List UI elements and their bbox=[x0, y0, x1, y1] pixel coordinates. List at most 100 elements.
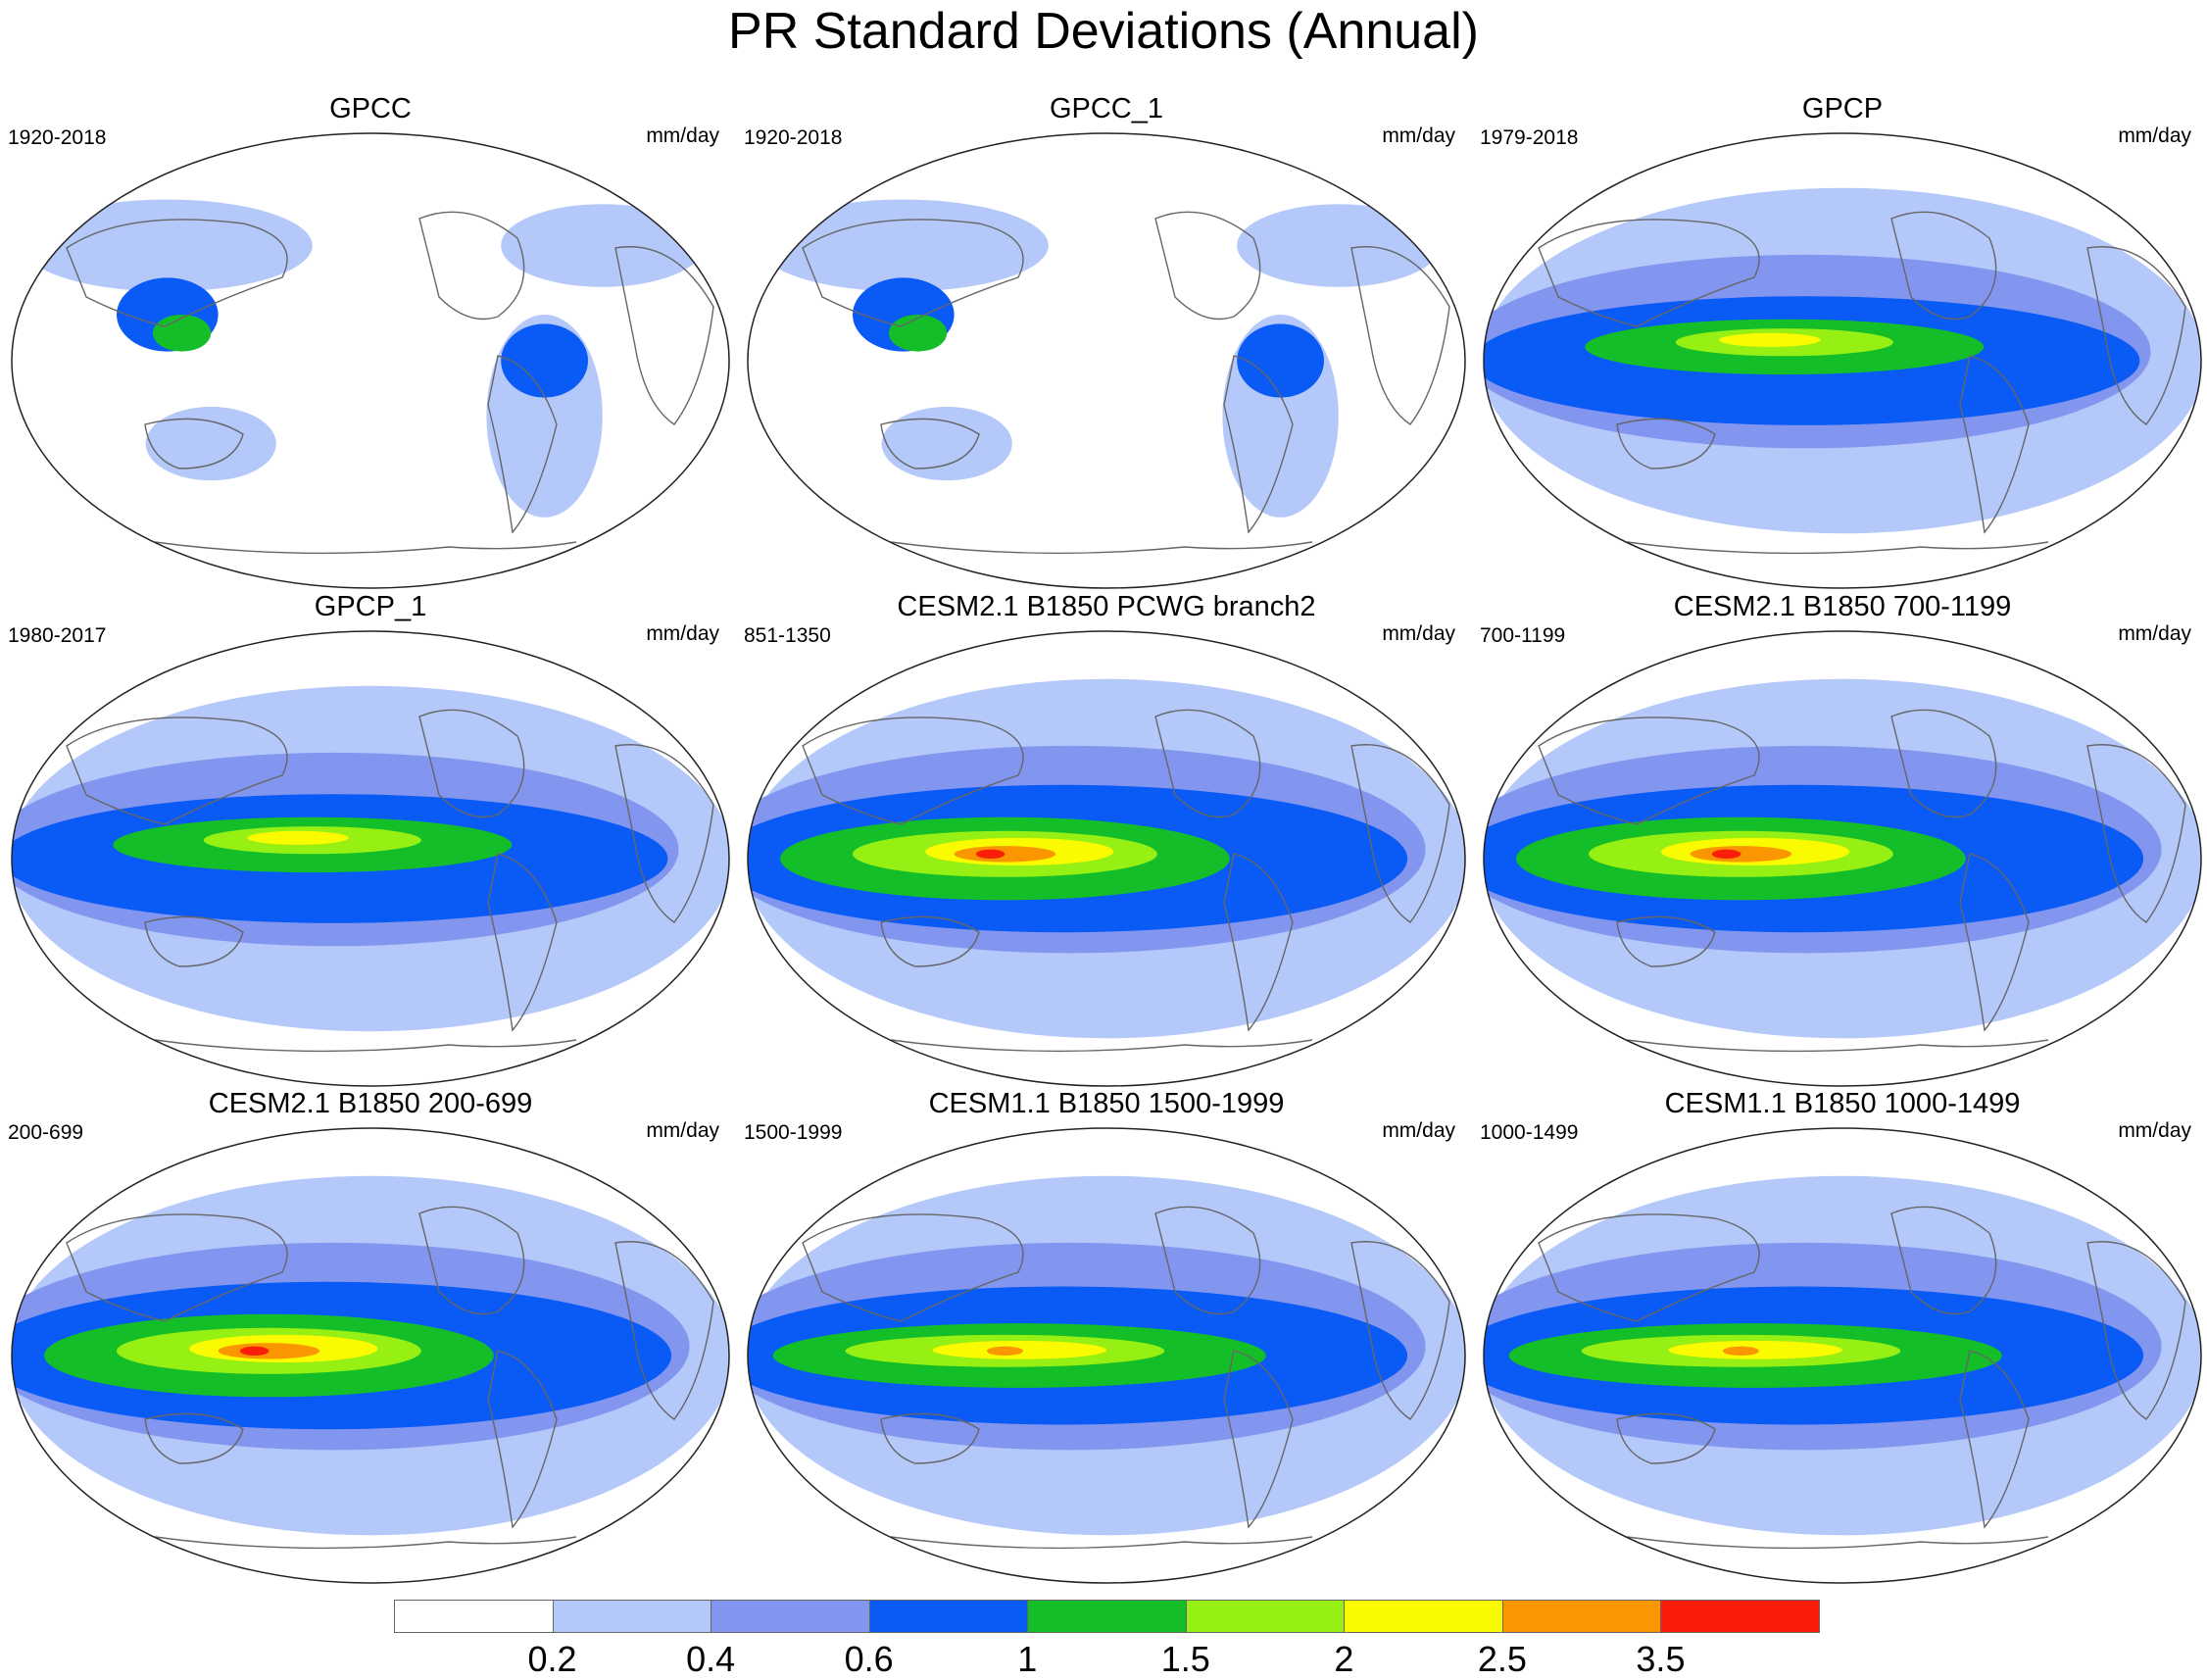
coastline bbox=[1223, 853, 1294, 1032]
contour-band bbox=[247, 830, 349, 845]
coastline bbox=[1616, 418, 1716, 469]
contour-band bbox=[153, 315, 212, 352]
coastline bbox=[1154, 211, 1261, 321]
coastline bbox=[487, 355, 558, 534]
contour-band bbox=[501, 204, 705, 287]
coastline bbox=[1959, 1350, 2030, 1529]
coastline bbox=[1616, 915, 1716, 967]
contour-band bbox=[1237, 204, 1441, 287]
colorbar-box bbox=[1185, 1600, 1346, 1633]
coastline bbox=[1959, 853, 2030, 1032]
contour-band bbox=[1237, 323, 1324, 398]
coastline bbox=[1890, 709, 1997, 818]
panel-units: mm/day bbox=[2118, 622, 2191, 645]
map-panel: CESM2.1 B1850 PCWG branch2 851-1350 mm/day bbox=[744, 591, 1469, 1087]
map-projection bbox=[1483, 630, 2202, 1087]
map-border bbox=[747, 1127, 1466, 1584]
colorbar-label: 1.5 bbox=[1160, 1639, 1210, 1679]
coastline bbox=[66, 219, 288, 327]
contour-band bbox=[1711, 849, 1741, 859]
panel-units: mm/day bbox=[646, 124, 719, 147]
coastline bbox=[802, 219, 1024, 327]
colorbar-box bbox=[1027, 1600, 1187, 1633]
panel-title: GPCC_1 bbox=[1049, 93, 1164, 124]
map-panel: CESM2.1 B1850 200-699 200-699 mm/day bbox=[8, 1088, 733, 1584]
contour-band bbox=[239, 1346, 270, 1356]
panel-title: CESM2.1 B1850 200-699 bbox=[208, 1088, 533, 1119]
coastline bbox=[880, 915, 980, 967]
coastline bbox=[1350, 1241, 1450, 1420]
coastline bbox=[1538, 716, 1760, 825]
coastline bbox=[802, 1213, 1024, 1322]
map-border bbox=[1483, 1127, 2202, 1584]
coastline bbox=[1350, 246, 1450, 425]
coastline bbox=[144, 418, 244, 469]
colorbar-box bbox=[711, 1600, 870, 1633]
colorbar-label: 2.5 bbox=[1477, 1639, 1527, 1679]
coastline bbox=[1959, 355, 2030, 534]
coastline bbox=[418, 709, 525, 818]
colorbar-box bbox=[1660, 1600, 1820, 1633]
panel-units: mm/day bbox=[1382, 622, 1455, 645]
coastline bbox=[880, 418, 980, 469]
coastline bbox=[802, 716, 1024, 825]
map-projection bbox=[11, 630, 730, 1087]
map-projection bbox=[1483, 1127, 2202, 1584]
panel-title: CESM1.1 B1850 1000-1499 bbox=[1664, 1088, 2021, 1119]
colorbar-label: 3.5 bbox=[1636, 1639, 1686, 1679]
coastline bbox=[1538, 219, 1760, 327]
coastline bbox=[418, 1206, 525, 1315]
coastline bbox=[2086, 744, 2186, 923]
coastline bbox=[1154, 1206, 1261, 1315]
panel-units: mm/day bbox=[1382, 1119, 1455, 1142]
contour-band bbox=[986, 1346, 1023, 1356]
contour-band bbox=[889, 315, 948, 352]
contour-band bbox=[501, 323, 588, 398]
coastline bbox=[1538, 1213, 1760, 1322]
map-border bbox=[11, 630, 730, 1087]
coastline bbox=[144, 915, 244, 967]
colorbar-box bbox=[1344, 1600, 1503, 1633]
map-border bbox=[747, 132, 1466, 589]
panel-title: GPCP bbox=[1801, 93, 1884, 124]
map-panel: GPCC_1 1920-2018 mm/day bbox=[744, 93, 1469, 589]
coastline bbox=[2086, 246, 2186, 425]
coastline bbox=[1890, 1206, 1997, 1315]
coastline bbox=[1890, 211, 1997, 321]
panel-title: GPCC bbox=[329, 93, 412, 124]
map-border bbox=[1483, 630, 2202, 1087]
map-panel: CESM2.1 B1850 700-1199 700-1199 mm/day bbox=[1480, 591, 2205, 1087]
colorbar bbox=[394, 1600, 1820, 1635]
coastline bbox=[418, 211, 525, 321]
contour-band bbox=[22, 199, 313, 292]
panel-period: 700-1199 bbox=[1480, 624, 1566, 647]
map-projection bbox=[747, 1127, 1466, 1584]
colorbar-box bbox=[868, 1600, 1029, 1633]
map-border bbox=[11, 1127, 730, 1584]
colorbar-label: 1 bbox=[1017, 1639, 1038, 1679]
coastline bbox=[614, 1241, 714, 1420]
panel-period: 200-699 bbox=[8, 1121, 84, 1144]
panel-period: 1500-1999 bbox=[744, 1121, 843, 1144]
panel-period: 1980-2017 bbox=[8, 624, 107, 647]
map-panel: CESM1.1 B1850 1500-1999 1500-1999 mm/day bbox=[744, 1088, 1469, 1584]
coastline bbox=[487, 1350, 558, 1529]
panel-period: 1920-2018 bbox=[744, 126, 843, 149]
coastline bbox=[1223, 355, 1294, 534]
coastline bbox=[1223, 1350, 1294, 1529]
coastline bbox=[2086, 1241, 2186, 1420]
colorbar-box bbox=[1501, 1600, 1662, 1633]
map-projection bbox=[1483, 132, 2202, 589]
panel-title: CESM2.1 B1850 700-1199 bbox=[1673, 591, 2012, 622]
contour-band bbox=[881, 407, 1012, 481]
panel-period: 1979-2018 bbox=[1480, 126, 1579, 149]
panel-title: CESM2.1 B1850 PCWG branch2 bbox=[897, 591, 1316, 622]
panel-units: mm/day bbox=[1382, 124, 1455, 147]
coastline bbox=[66, 716, 288, 825]
map-projection bbox=[11, 1127, 730, 1584]
colorbar-label: 0.2 bbox=[527, 1639, 577, 1679]
panel-title: CESM1.1 B1850 1500-1999 bbox=[928, 1088, 1285, 1119]
map-panel: CESM1.1 B1850 1000-1499 1000-1499 mm/day bbox=[1480, 1088, 2205, 1584]
contour-band bbox=[975, 849, 1005, 859]
map-border bbox=[11, 132, 730, 589]
